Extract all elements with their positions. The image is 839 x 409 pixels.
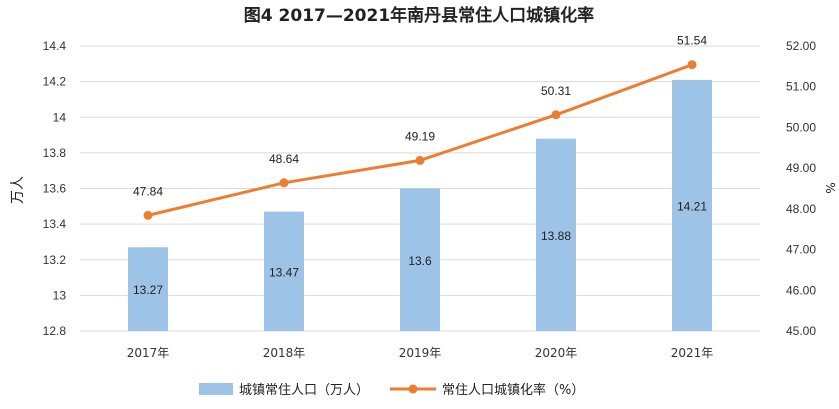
legend-marker-line <box>408 384 418 394</box>
line-point <box>551 110 561 120</box>
bar-series: 13.27 13.47 13.6 13.88 14.21 <box>128 79 712 331</box>
y2-tick-label: 52.00 <box>786 39 816 53</box>
x-tick-label: 2019年 <box>399 346 442 360</box>
y2-tick-label: 47.00 <box>786 243 816 257</box>
line-value-label: 51.54 <box>677 34 707 48</box>
line-value-label: 47.84 <box>133 184 163 198</box>
y2-tick-label: 45.00 <box>786 324 816 338</box>
line-point <box>279 178 289 188</box>
line-value-label: 48.64 <box>269 152 299 166</box>
right-axis-ticks: 45.00 46.00 47.00 48.00 49.00 50.00 51.00 52.00 <box>786 39 816 338</box>
line-value-label: 49.19 <box>405 129 435 143</box>
y2-axis-label: % <box>823 182 837 193</box>
line-point <box>143 210 153 220</box>
bar-value-label: 13.27 <box>133 283 163 297</box>
x-tick-label: 2018年 <box>263 346 306 360</box>
y2-tick-label: 48.00 <box>786 202 816 216</box>
bar <box>400 188 440 331</box>
x-tick-label: 2021年 <box>671 346 714 360</box>
x-tick-label: 2020年 <box>535 346 578 360</box>
line-point <box>415 155 425 165</box>
y2-tick-label: 46.00 <box>786 283 816 297</box>
chart-title: 图4 2017—2021年南丹县常住人口城镇化率 <box>244 5 594 26</box>
y-tick-label: 14.4 <box>43 39 67 53</box>
line-series: 47.84 48.64 49.19 50.31 51.54 <box>133 34 707 220</box>
y-tick-label: 13.6 <box>43 182 67 196</box>
bar <box>672 79 712 331</box>
y-tick-label: 13.8 <box>43 146 67 160</box>
y-axis-label: 万人 <box>10 176 26 204</box>
bar <box>128 247 168 331</box>
x-axis-ticks: 2017年 2018年 2019年 2020年 2021年 <box>127 346 714 360</box>
y2-tick-label: 50.00 <box>786 120 816 134</box>
y-tick-label: 12.8 <box>43 324 67 338</box>
x-tick-label: 2017年 <box>127 346 170 360</box>
bar <box>536 138 576 331</box>
y2-tick-label: 51.00 <box>786 80 816 94</box>
y2-tick-label: 49.00 <box>786 161 816 175</box>
bar <box>264 211 304 331</box>
legend-label-bar: 城镇常住人口（万人） <box>239 383 369 398</box>
bar-value-label: 14.21 <box>677 199 707 213</box>
y-tick-label: 13 <box>53 288 67 302</box>
line-point <box>687 60 697 70</box>
y-tick-label: 13.2 <box>43 253 67 267</box>
y-tick-label: 14 <box>53 110 67 124</box>
legend-label-line: 常住人口城镇化率（%） <box>442 382 584 398</box>
bar-value-label: 13.88 <box>541 229 571 243</box>
y-tick-label: 14.2 <box>43 75 67 89</box>
bar-value-label: 13.6 <box>408 254 432 268</box>
line-value-label: 50.31 <box>541 84 571 98</box>
legend-swatch-bar <box>199 383 233 395</box>
bar-value-label: 13.47 <box>269 265 299 279</box>
legend: 城镇常住人口（万人） 常住人口城镇化率（%） <box>199 382 584 398</box>
left-axis-ticks: 12.8 13 13.2 13.4 13.6 13.8 14 14.2 14.4 <box>43 39 67 338</box>
y-tick-label: 13.4 <box>43 217 67 231</box>
